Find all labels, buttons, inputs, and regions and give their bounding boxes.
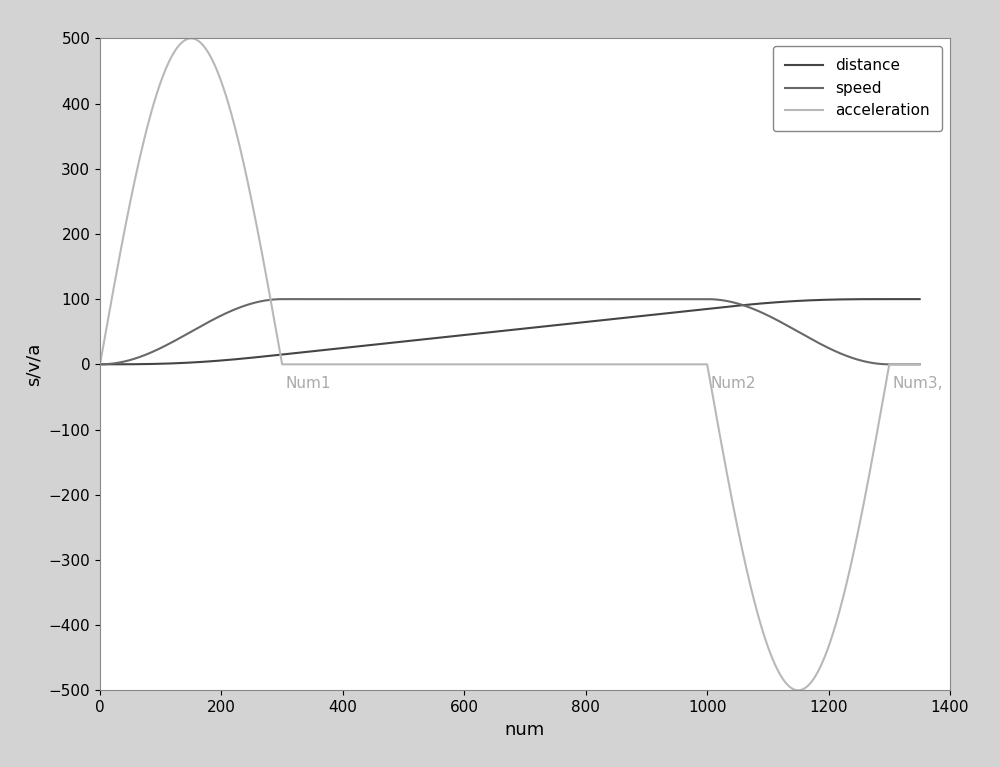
distance <box>914 295 926 304</box>
acceleration <box>173 41 185 50</box>
acceleration <box>185 34 197 43</box>
acceleration <box>94 360 106 369</box>
Text: Num2: Num2 <box>710 376 756 391</box>
acceleration <box>914 360 926 369</box>
speed <box>173 334 185 343</box>
acceleration <box>792 686 804 695</box>
speed <box>914 360 926 369</box>
speed <box>668 295 680 304</box>
Text: Num3,: Num3, <box>892 376 943 391</box>
distance <box>295 348 307 357</box>
acceleration <box>802 681 814 690</box>
acceleration <box>848 546 860 555</box>
speed <box>801 332 813 341</box>
distance <box>226 355 238 364</box>
acceleration <box>668 360 680 369</box>
speed <box>296 295 308 304</box>
acceleration <box>296 360 308 369</box>
Line: speed: speed <box>100 299 920 364</box>
speed <box>94 360 106 369</box>
Line: distance: distance <box>100 299 920 364</box>
distance <box>883 295 895 304</box>
distance <box>801 296 813 305</box>
Text: Num1: Num1 <box>285 376 331 391</box>
distance <box>94 360 106 369</box>
speed <box>847 354 859 363</box>
acceleration <box>227 115 239 124</box>
distance <box>667 308 679 317</box>
speed <box>276 295 288 304</box>
Y-axis label: s/v/a: s/v/a <box>25 343 43 386</box>
distance <box>173 358 185 367</box>
Line: acceleration: acceleration <box>100 38 920 690</box>
distance <box>847 295 859 304</box>
Legend: distance, speed, acceleration: distance, speed, acceleration <box>773 46 942 130</box>
speed <box>226 306 238 315</box>
X-axis label: num: num <box>505 720 545 739</box>
